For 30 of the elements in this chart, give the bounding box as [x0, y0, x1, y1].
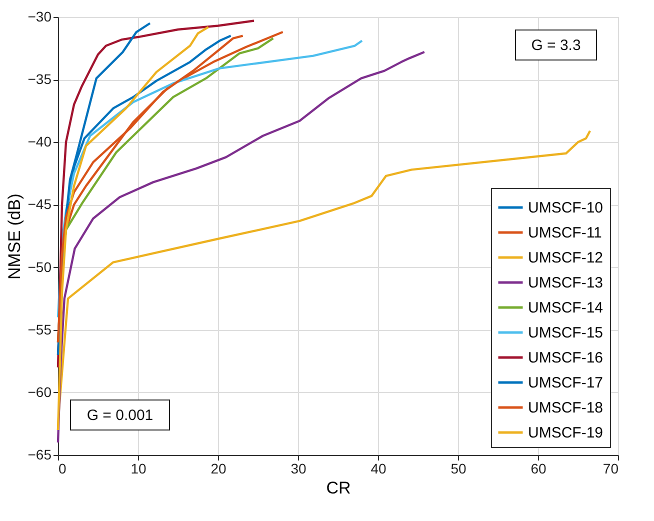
y-tick-label: −65 [28, 446, 52, 462]
y-tick-label: −35 [28, 71, 52, 88]
legend-label: UMSCF-12 [528, 250, 604, 266]
x-tick-label: 20 [210, 460, 226, 476]
legend-label: UMSCF-16 [528, 350, 604, 366]
annotation: G = 3.3 [531, 37, 581, 54]
x-tick-label: 40 [370, 460, 386, 476]
x-tick-label: 10 [130, 460, 146, 476]
x-axis-title: CR [326, 478, 351, 498]
y-axis-title: NMSE (dB) [4, 194, 24, 280]
y-tick-label: −40 [28, 134, 52, 150]
y-tick-label: −45 [28, 196, 52, 212]
legend-label: UMSCF-15 [528, 324, 604, 342]
legend-label: UMSCF-14 [528, 300, 604, 316]
x-tick-label: 30 [290, 460, 306, 476]
x-tick-label: 60 [530, 460, 546, 476]
legend-label: UMSCF-13 [528, 274, 604, 292]
y-tick-label: −60 [28, 384, 52, 400]
y-tick-label: −30 [28, 8, 52, 24]
y-tick-label: −50 [28, 258, 52, 275]
legend-label: UMSCF-19 [528, 424, 604, 442]
x-tick-label: 0 [58, 460, 66, 476]
y-tick-label: −55 [28, 321, 52, 338]
legend-label: UMSCF-11 [528, 224, 602, 242]
legend-label: UMSCF-17 [528, 374, 604, 392]
x-tick-label: 70 [602, 460, 619, 476]
annotation: G = 0.001 [86, 407, 154, 424]
legend-label: UMSCF-18 [528, 400, 604, 416]
legend-label: UMSCF-10 [528, 200, 604, 216]
x-tick-label: 50 [450, 460, 466, 476]
